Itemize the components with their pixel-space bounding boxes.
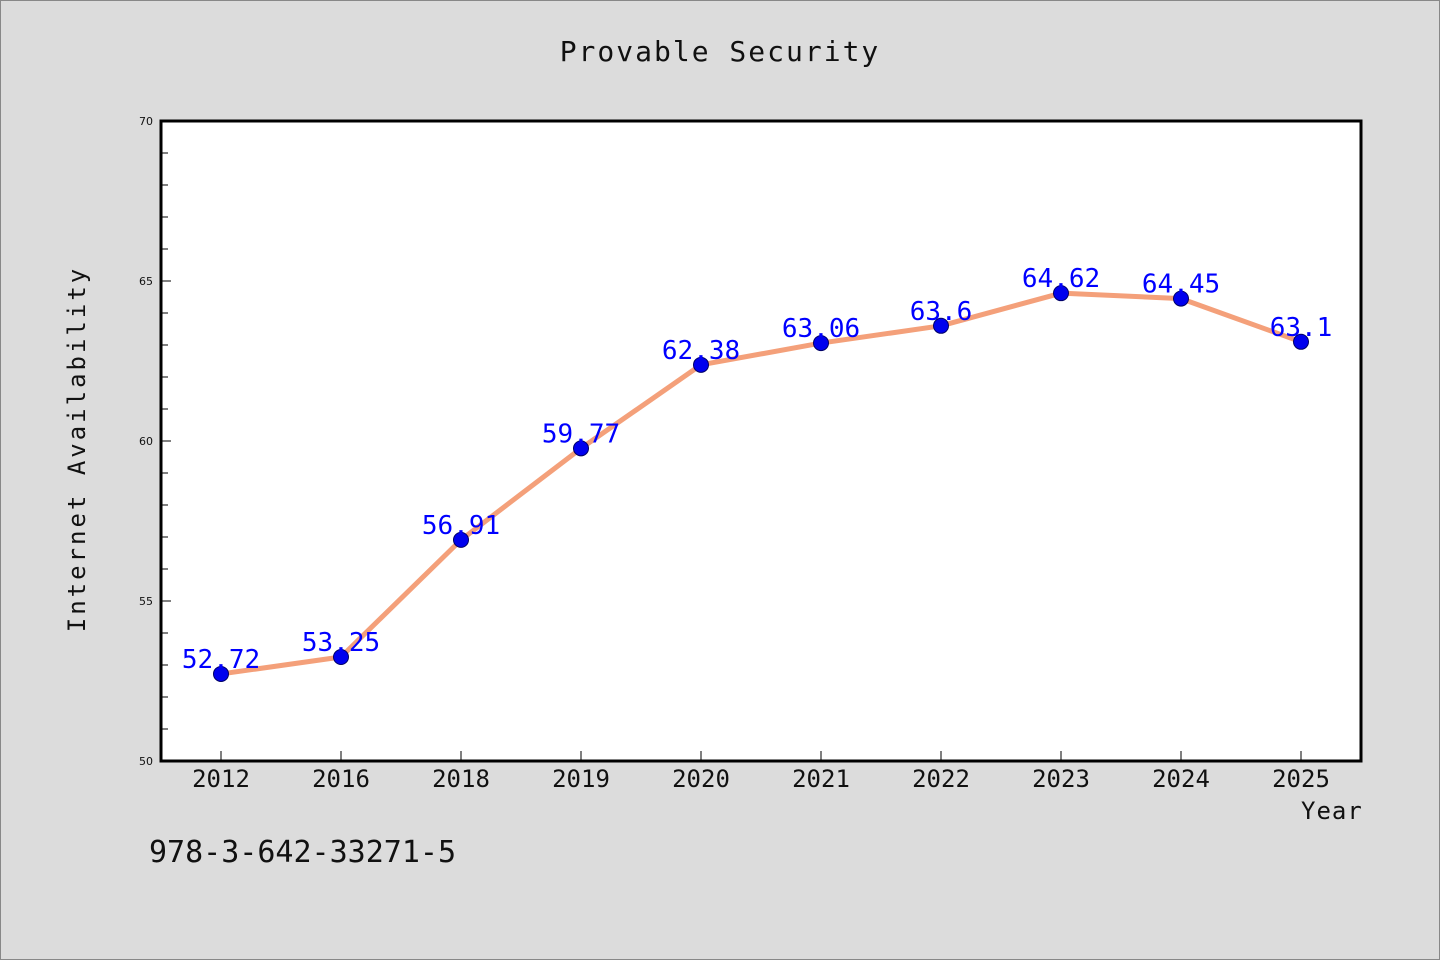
- data-label: 63.06: [782, 314, 860, 344]
- y-tick-label: 60: [139, 435, 153, 448]
- x-tick-label: 2025: [1272, 765, 1330, 793]
- data-point: [1293, 333, 1309, 350]
- data-label: 53.25: [302, 628, 380, 658]
- data-label: 64.45: [1142, 270, 1220, 300]
- series-group: 52.72 53.25 56.91 59.77 62.38 63.06 63.6 64.62 6…: [182, 264, 1333, 682]
- x-tick-label: 2019: [552, 765, 610, 793]
- data-label: 52.72: [182, 645, 260, 675]
- data-point: [213, 665, 229, 682]
- data-label: 64.62: [1022, 264, 1100, 294]
- y-tick-label: 55: [139, 595, 153, 608]
- x-tick-label: 2023: [1032, 765, 1090, 793]
- data-label: 56.91: [422, 511, 500, 541]
- x-tick-label: 2022: [912, 765, 970, 793]
- data-point: [333, 649, 349, 665]
- y-tick-label: 70: [139, 115, 153, 128]
- y-tick-label: 50: [139, 755, 153, 768]
- x-tick-label: 2018: [432, 765, 490, 793]
- x-tick-label: 2021: [792, 765, 850, 793]
- x-axis-label: Year: [1301, 797, 1363, 825]
- data-label: 62.38: [662, 336, 740, 366]
- data-label: 63.6: [910, 297, 973, 327]
- x-tick-label: 2020: [672, 765, 730, 793]
- y-axis: 50 55 60 65 70: [139, 115, 171, 768]
- series-line: [218, 290, 1304, 677]
- data-point: [1053, 285, 1069, 302]
- data-point: [573, 440, 589, 457]
- x-axis: 2012 2016 2018 2019 2020 2021 2022 2023 2024 2025: [192, 751, 1330, 793]
- data-point: [453, 531, 469, 548]
- data-label: 59.77: [542, 419, 620, 449]
- chart-title: Provable Security: [559, 35, 881, 68]
- isbn-footer: 978-3-642-33271-5: [149, 835, 457, 870]
- x-tick-label: 2016: [312, 765, 370, 793]
- x-tick-label: 2012: [192, 765, 250, 793]
- plot-background: [159, 119, 1363, 763]
- x-tick-label: 2024: [1152, 765, 1210, 793]
- y-tick-label: 65: [139, 275, 153, 288]
- data-point: [693, 356, 709, 373]
- data-point: [1173, 290, 1189, 307]
- data-point: [813, 335, 829, 352]
- data-label: 63.1: [1270, 313, 1333, 343]
- data-point: [933, 317, 949, 334]
